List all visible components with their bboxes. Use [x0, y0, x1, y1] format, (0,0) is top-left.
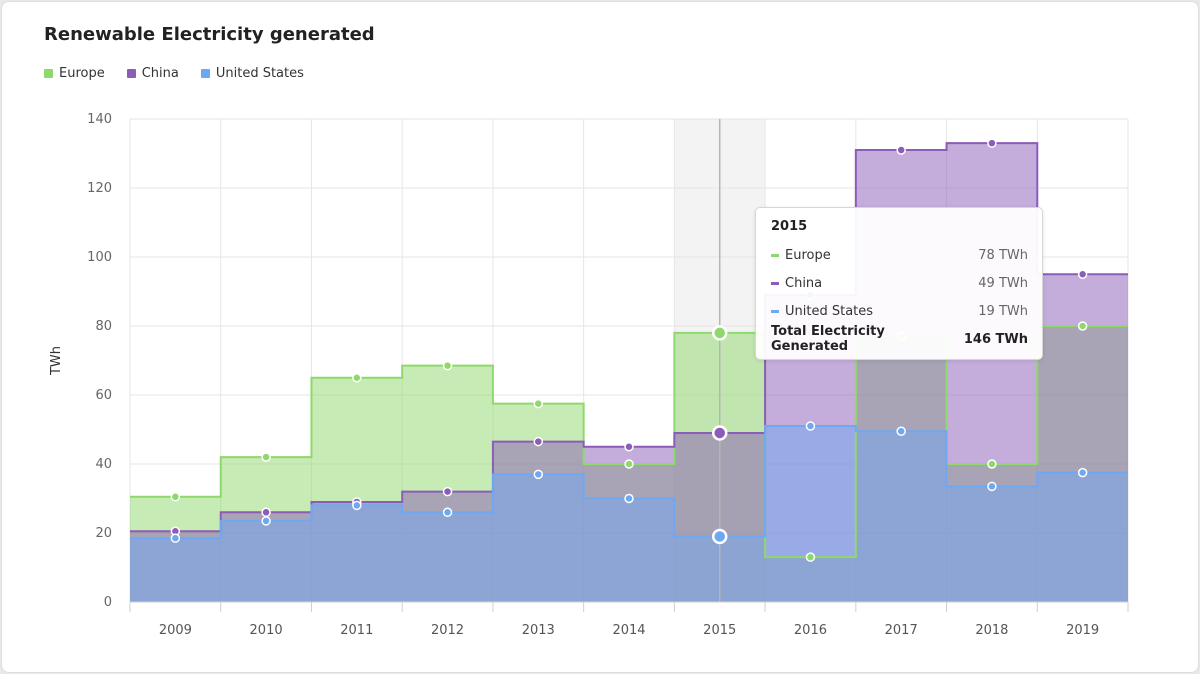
point-europe: [170, 492, 181, 502]
x-tick-label: 2012: [431, 623, 464, 638]
x-tick-label: 2015: [703, 623, 736, 638]
tooltip-name-europe: Europe: [785, 247, 831, 263]
y-tick-label: 140: [87, 112, 112, 127]
legend-swatch-united-states: [200, 69, 210, 78]
point-china: [261, 507, 271, 518]
legend-item-united-states[interactable]: United States: [200, 66, 304, 81]
area-united-states: [130, 426, 1128, 602]
y-tick-label: 0: [104, 595, 112, 610]
point-united-states: [170, 533, 181, 543]
point-united-states: [261, 516, 271, 526]
x-tick-label: 2011: [340, 623, 373, 638]
y-tick-label: 80: [95, 319, 112, 334]
x-tick-label: 2018: [975, 623, 1008, 638]
tooltip-name-china: China: [785, 275, 823, 291]
y-tick-label: 100: [87, 250, 112, 265]
tooltip-name-united-states: United States: [785, 303, 874, 319]
point-united-states: [442, 507, 453, 518]
tooltip-value-united-states: 19 TWh: [978, 303, 1028, 319]
point-united-states: [896, 426, 906, 436]
y-tick-label: 60: [95, 388, 112, 403]
tooltip-total-row: Total Electricity Generated 146 TWh: [771, 324, 1028, 354]
point-china: [711, 425, 728, 441]
tooltip-marker-europe: [771, 253, 779, 257]
legend-swatch-europe: [44, 69, 53, 78]
legend-label-europe: Europe: [59, 66, 105, 81]
point-europe: [1077, 321, 1088, 331]
tooltip-total-value: 146 TWh: [963, 331, 1028, 347]
y-tick-label: 40: [95, 457, 112, 472]
point-china: [624, 442, 634, 452]
tooltip-marker-china: [771, 281, 779, 285]
tooltip-row-europe: Europe 78 TWh: [771, 246, 1028, 264]
point-united-states: [352, 500, 362, 511]
tooltip: 2015 Europe 78 TWh China 49 TWh United S…: [755, 207, 1043, 360]
point-europe: [987, 459, 997, 469]
point-united-states: [711, 528, 728, 545]
x-tick-label: 2016: [794, 623, 827, 638]
tooltip-value-europe: 78 TWh: [978, 247, 1028, 263]
y-tick-label: 20: [95, 526, 112, 541]
tooltip-row-china: China 49 TWh: [771, 274, 1028, 292]
x-tick-label: 2009: [159, 623, 192, 638]
legend-swatch-china: [126, 69, 136, 78]
point-united-states: [624, 493, 634, 504]
legend-label-china: China: [141, 66, 179, 81]
tooltip-title: 2015: [771, 219, 808, 234]
point-united-states: [805, 421, 816, 431]
legend-item-china[interactable]: China: [126, 66, 179, 81]
point-europe: [442, 360, 453, 371]
tooltip-row-united-states: United States 19 TWh: [771, 302, 1028, 320]
legend: Europe China United States: [44, 66, 304, 81]
point-united-states: [987, 481, 997, 492]
point-europe: [711, 325, 728, 341]
point-europe: [533, 398, 544, 409]
point-united-states: [533, 469, 544, 480]
tooltip-total-label: Total Electricity Generated: [771, 324, 885, 354]
legend-label-united-states: United States: [215, 66, 304, 81]
tooltip-marker-united-states: [771, 309, 779, 313]
point-europe: [352, 373, 362, 383]
point-united-states: [1077, 467, 1088, 478]
point-europe: [624, 459, 634, 469]
chart-title: Renewable Electricity generated: [44, 24, 375, 45]
x-tick-label: 2010: [250, 623, 283, 638]
point-china: [987, 138, 997, 148]
point-china: [1077, 269, 1088, 279]
y-axis-title: TWh: [49, 346, 64, 376]
x-tick-label: 2013: [522, 623, 555, 638]
point-china: [533, 436, 544, 447]
tooltip-value-china: 49 TWh: [978, 275, 1028, 291]
x-tick-label: 2019: [1066, 623, 1099, 638]
legend-item-europe[interactable]: Europe: [44, 66, 105, 81]
point-china: [896, 145, 906, 155]
y-tick-label: 120: [87, 181, 112, 196]
x-tick-label: 2014: [612, 623, 645, 638]
x-tick-label: 2017: [885, 623, 918, 638]
point-china: [442, 486, 453, 497]
point-europe: [261, 452, 271, 462]
point-europe: [805, 552, 816, 562]
